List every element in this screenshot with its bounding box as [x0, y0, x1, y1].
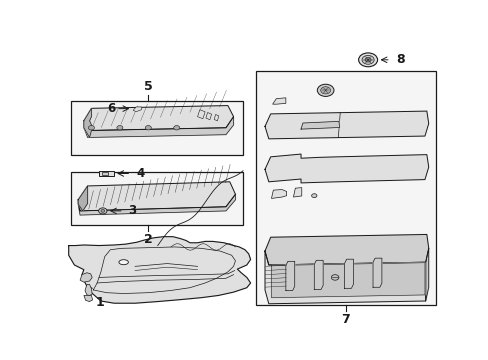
Circle shape: [358, 53, 377, 67]
Polygon shape: [314, 260, 323, 289]
Polygon shape: [78, 194, 235, 215]
Circle shape: [365, 58, 370, 62]
Polygon shape: [271, 263, 424, 298]
Polygon shape: [344, 259, 353, 288]
Polygon shape: [264, 234, 428, 265]
Polygon shape: [285, 261, 294, 291]
Circle shape: [88, 126, 94, 130]
Polygon shape: [205, 112, 211, 120]
Bar: [70, 172, 243, 225]
Polygon shape: [301, 121, 339, 129]
Text: 4: 4: [136, 167, 144, 180]
Polygon shape: [197, 110, 205, 119]
Polygon shape: [133, 107, 141, 112]
Polygon shape: [272, 98, 285, 104]
Bar: [99, 171, 114, 176]
Circle shape: [145, 126, 151, 130]
Bar: [255, 71, 435, 305]
Polygon shape: [425, 248, 428, 301]
Circle shape: [317, 84, 333, 96]
Circle shape: [117, 126, 122, 130]
Circle shape: [331, 275, 338, 280]
Polygon shape: [84, 296, 92, 302]
Polygon shape: [85, 284, 92, 296]
Polygon shape: [214, 114, 218, 121]
Circle shape: [173, 126, 180, 130]
Polygon shape: [264, 154, 428, 183]
Polygon shape: [84, 105, 233, 131]
Polygon shape: [264, 251, 425, 304]
Polygon shape: [264, 111, 428, 139]
Polygon shape: [293, 188, 301, 197]
Polygon shape: [80, 273, 92, 282]
Polygon shape: [78, 182, 235, 211]
Bar: [102, 172, 108, 175]
Bar: [70, 102, 243, 156]
Text: 2: 2: [143, 233, 152, 246]
Text: 5: 5: [143, 80, 152, 93]
Text: 1: 1: [95, 296, 104, 309]
Polygon shape: [78, 186, 87, 211]
Text: 7: 7: [341, 313, 349, 326]
Polygon shape: [84, 108, 91, 138]
Circle shape: [311, 194, 316, 198]
Circle shape: [361, 55, 373, 64]
Text: 3: 3: [128, 204, 137, 217]
Circle shape: [99, 208, 107, 214]
Text: 6: 6: [107, 102, 115, 115]
Text: 8: 8: [395, 53, 404, 66]
Ellipse shape: [119, 260, 128, 265]
Polygon shape: [372, 258, 381, 287]
Polygon shape: [271, 190, 286, 198]
Polygon shape: [84, 117, 233, 138]
Circle shape: [101, 210, 104, 212]
Polygon shape: [68, 237, 250, 303]
Circle shape: [320, 87, 330, 94]
